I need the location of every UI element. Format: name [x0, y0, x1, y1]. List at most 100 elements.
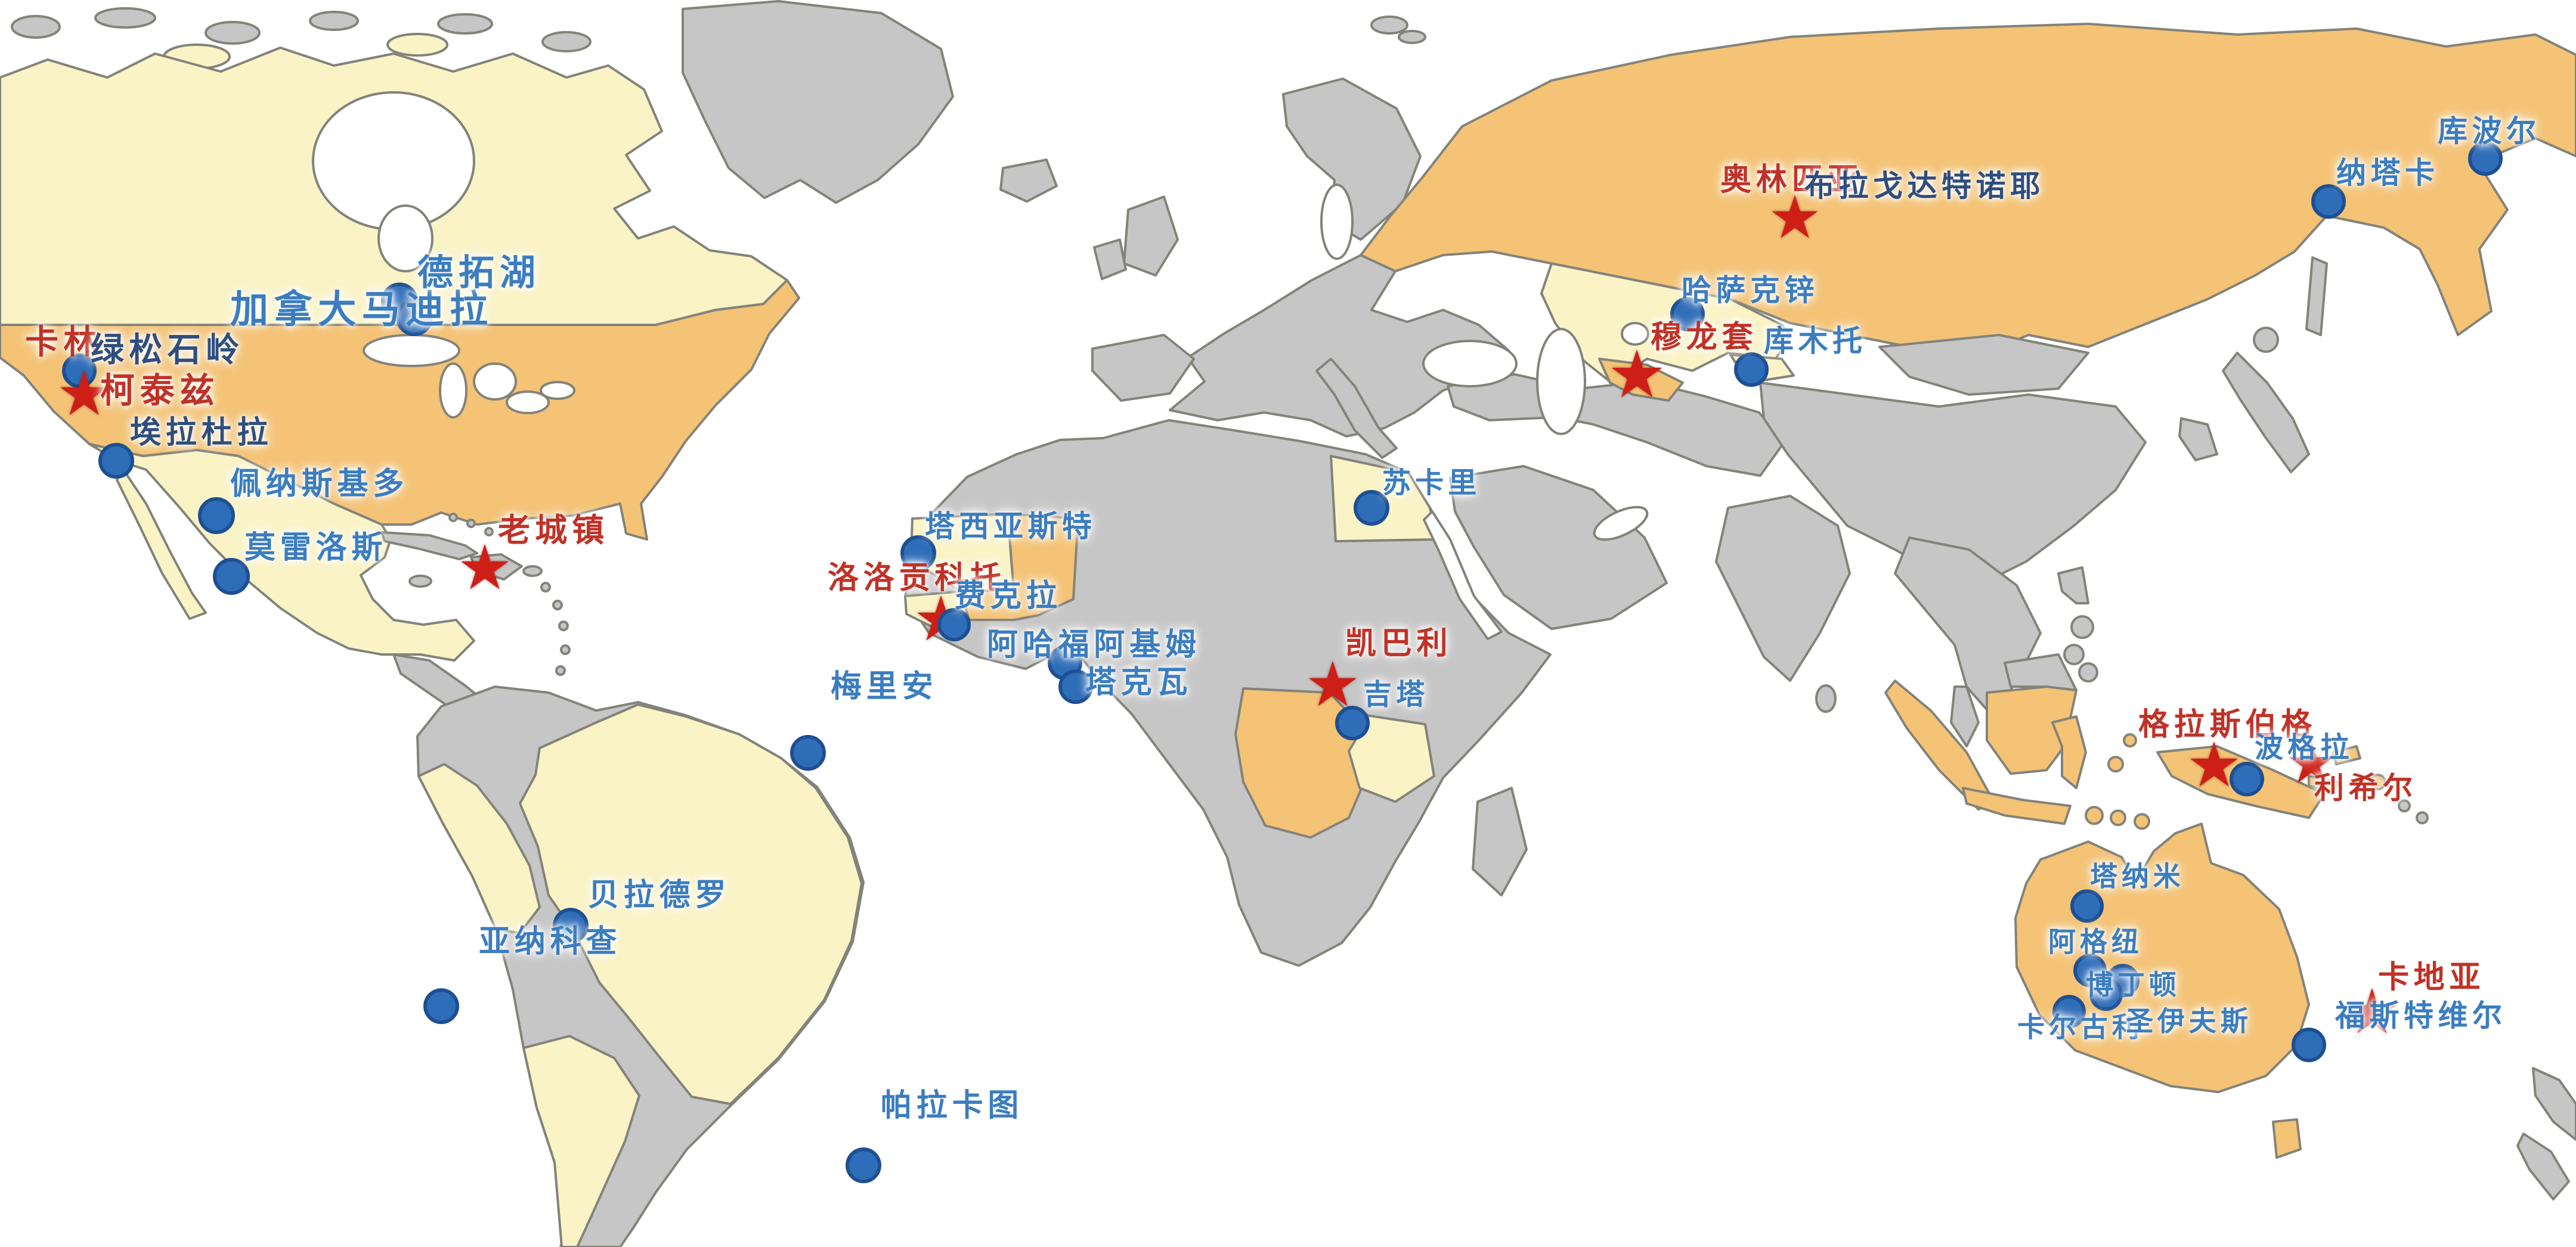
kibali-label: 凯巴利	[1345, 626, 1453, 662]
region-new-zealand-south	[2516, 1133, 2570, 1201]
antilles-island	[552, 600, 563, 610]
cadia-label: 卡地亚	[2378, 960, 2485, 995]
solomon-island	[2398, 799, 2411, 812]
tanami-marker	[2070, 889, 2104, 923]
molucca-island	[2123, 733, 2137, 747]
cortez-label: 柯泰兹	[100, 370, 220, 411]
james-bay	[377, 204, 434, 272]
antilles-island	[540, 582, 551, 593]
antilles-island	[555, 665, 566, 676]
region-italy	[1315, 358, 1398, 459]
cadia-marker: ★	[2344, 975, 2400, 1048]
lihir-label: 利希尔	[2314, 771, 2417, 805]
molucca-island	[2107, 756, 2124, 773]
caspian-sea	[1536, 328, 1586, 435]
region-java	[1962, 787, 2072, 825]
porgera-marker	[2230, 762, 2264, 796]
pueblo-viejo-label: 老城镇	[498, 511, 609, 549]
region-india	[1715, 495, 1851, 682]
region-russia	[1360, 23, 2576, 360]
yanacocha-marker	[423, 988, 459, 1024]
natalka-marker	[2311, 184, 2346, 219]
region-mali	[960, 513, 1079, 621]
kalgoorlie-label: 卡尔古利	[2017, 1011, 2144, 1043]
carlin-marker	[62, 353, 97, 388]
red-sea	[1423, 510, 1503, 640]
lake-erie	[506, 390, 550, 414]
region-hispaniola	[470, 553, 523, 581]
region-china	[1759, 381, 2147, 587]
region-sumatra	[1884, 680, 1994, 811]
lake-ontario	[540, 381, 575, 400]
detour-lake-marker	[396, 299, 433, 336]
arctic-island	[437, 13, 493, 35]
muruntau-label: 穆龙套	[1651, 319, 1758, 355]
tasiast-label: 塔西亚斯特	[925, 509, 1097, 544]
fekola-label: 费克拉	[955, 578, 1062, 614]
region-baja	[116, 467, 207, 620]
region-new-britain	[2308, 775, 2340, 795]
region-kalimantan	[1986, 685, 2077, 775]
arctic-island	[94, 7, 156, 29]
sunda-island	[2134, 813, 2150, 830]
loulo-gounkoto-label: 洛洛贡科托	[828, 560, 1007, 596]
region-malay-peninsula	[1950, 685, 1980, 747]
canadian-malartic-label: 加拿大马迪拉	[230, 288, 494, 332]
kibali-marker: ★	[1305, 648, 1361, 721]
philippine-island	[2070, 615, 2094, 639]
kupol-label: 库波尔	[2438, 114, 2541, 148]
region-sri-lanka	[1815, 684, 1837, 713]
kupol-marker	[2468, 141, 2503, 176]
svalbard	[1370, 15, 1408, 35]
svalbard	[1398, 30, 1426, 44]
region-jamaica	[408, 575, 432, 588]
yanacocha-label: 亚纳科查	[479, 924, 622, 960]
lake-michigan	[439, 362, 467, 418]
region-new-zealand-north	[2532, 1067, 2576, 1141]
olimpiada-marker: ★	[1768, 182, 1822, 252]
region-uzbekistan	[1598, 358, 1684, 402]
region-peru	[417, 763, 541, 934]
fosterville-marker	[2292, 1028, 2326, 1062]
turquoise-ridge-label: 绿松石岭	[91, 331, 244, 370]
grasberg-label: 格拉斯伯格	[2138, 707, 2317, 743]
arctic-island	[386, 33, 448, 57]
sukari-label: 苏卡里	[1382, 466, 1481, 500]
antilles-island	[560, 644, 571, 655]
region-uk	[1123, 196, 1179, 277]
region-mongolia	[1878, 334, 2089, 396]
penasquito-marker	[198, 497, 235, 534]
tasiast-marker	[900, 535, 936, 571]
region-sakhalin	[2305, 256, 2328, 336]
tarkwa-marker	[1058, 669, 1093, 704]
lihir-marker: ★	[2285, 730, 2337, 796]
paracatu-marker	[846, 1147, 881, 1183]
region-greenland	[682, 0, 954, 204]
sukari-marker	[1354, 490, 1389, 526]
cortez-marker: ★	[56, 357, 112, 430]
penasquito-label: 佩纳斯基多	[230, 466, 409, 502]
region-puerto-rico	[522, 565, 543, 577]
morelos-label: 莫雷洛斯	[244, 530, 388, 566]
region-new-ireland	[2332, 745, 2361, 765]
region-iceland	[999, 159, 1058, 203]
black-sea	[1422, 340, 1518, 387]
region-europe	[1169, 254, 1510, 438]
region-hokkaido	[2253, 327, 2279, 353]
la-herradura-marker	[98, 443, 134, 479]
kumtor-label: 库木托	[1764, 324, 1867, 358]
bahamas-island	[466, 519, 476, 528]
antilles-island	[558, 621, 569, 631]
baltic-sea	[1320, 184, 1354, 260]
persian-gulf	[1593, 505, 1649, 541]
region-korea	[2178, 417, 2218, 461]
kazzinc-marker	[1670, 297, 1705, 331]
la-herradura-label: 埃拉杜拉	[130, 415, 273, 451]
sunda-island	[2085, 806, 2104, 825]
arctic-island	[541, 31, 592, 52]
region-iran-afghanistan	[1556, 380, 1785, 477]
sunda-island	[2110, 809, 2126, 826]
porgera-label: 波格拉	[2255, 731, 2354, 764]
ahafo-akyem-label: 阿哈福阿基姆	[987, 627, 1201, 663]
